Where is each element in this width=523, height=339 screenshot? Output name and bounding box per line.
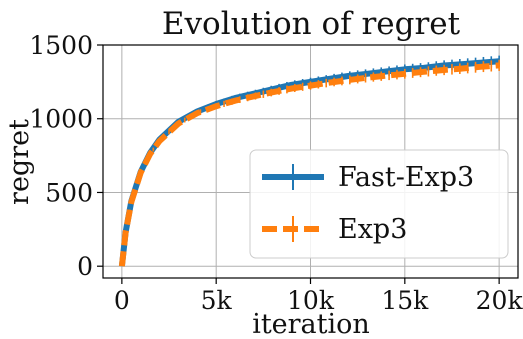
x-tick-label: 0: [114, 286, 130, 315]
chart-title: Evolution of regret: [162, 6, 461, 42]
x-tick-label: 5k: [201, 286, 233, 315]
y-tick-label: 1500: [29, 31, 93, 60]
x-tick-label: 15k: [381, 286, 429, 315]
legend: Fast-Exp3 Exp3: [249, 149, 509, 259]
series-exp3: [118, 59, 500, 267]
x-tick-label: 20k: [476, 286, 523, 315]
y-axis-label: regret: [4, 119, 35, 205]
legend-label-exp3: Exp3: [338, 214, 407, 245]
legend-label-fast-exp3: Fast-Exp3: [338, 162, 474, 193]
series-line-exp3: [118, 62, 500, 267]
series-layer: [118, 55, 500, 267]
x-tick-label: 10k: [287, 286, 335, 315]
tick-layer: 0 5k 10k 15k 20k 0 500 1000 1500: [29, 31, 523, 315]
y-tick-label: 1000: [29, 105, 93, 134]
x-axis-label: iteration: [252, 309, 370, 339]
y-tick-label: 0: [77, 252, 93, 281]
y-tick-label: 500: [45, 178, 93, 207]
